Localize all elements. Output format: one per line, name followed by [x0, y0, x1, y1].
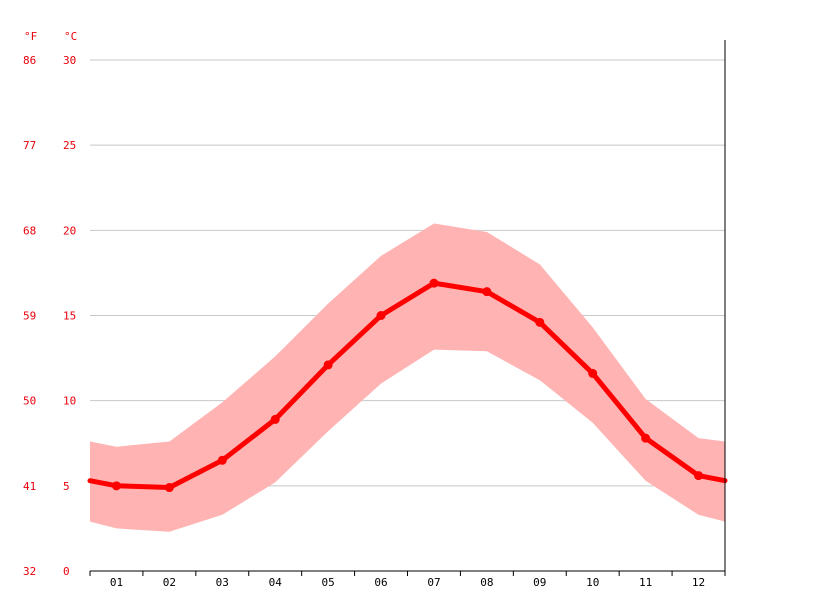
temperature-range-band — [90, 223, 725, 532]
celsius-tick-label: 0 — [63, 565, 70, 578]
fahrenheit-tick-label: 32 — [23, 565, 36, 578]
data-point — [270, 414, 280, 424]
x-tick-label: 08 — [480, 576, 493, 589]
celsius-tick-label: 10 — [63, 395, 76, 408]
x-tick-label: 05 — [322, 576, 335, 589]
fahrenheit-tick-label: 41 — [23, 480, 36, 493]
x-tick-label: 11 — [639, 576, 652, 589]
data-point — [111, 481, 121, 491]
data-point — [164, 483, 174, 493]
x-tick-label: 06 — [374, 576, 387, 589]
x-tick-label: 01 — [110, 576, 123, 589]
fahrenheit-tick-label: 50 — [23, 395, 36, 408]
data-point — [588, 368, 598, 378]
x-tick-label: 10 — [586, 576, 599, 589]
axes — [89, 40, 726, 576]
data-point — [482, 287, 492, 297]
celsius-tick-label: 30 — [63, 54, 76, 67]
average-temperature-line — [87, 280, 728, 490]
data-points — [111, 278, 704, 493]
x-tick-label: 07 — [427, 576, 440, 589]
fahrenheit-tick-label: 77 — [23, 139, 36, 152]
celsius-unit-label: °C — [64, 30, 77, 43]
data-point — [641, 433, 651, 443]
x-tick-label: 02 — [163, 576, 176, 589]
data-point — [429, 278, 439, 288]
celsius-tick-label: 20 — [63, 224, 76, 237]
x-tick-label: 12 — [692, 576, 705, 589]
celsius-tick-label: 15 — [63, 310, 76, 323]
data-point — [217, 455, 227, 465]
fahrenheit-unit-label: °F — [24, 30, 37, 43]
celsius-tick-label: 5 — [63, 480, 70, 493]
data-point — [535, 317, 545, 327]
x-tick-label: 03 — [216, 576, 229, 589]
data-point — [694, 471, 704, 481]
fahrenheit-tick-label: 68 — [23, 224, 36, 237]
tick-labels: °F °C 0 32 5 41 10 50 15 59 20 68 25 77 30 86 01 02 03 04… — [23, 30, 705, 589]
data-point — [323, 360, 333, 370]
fahrenheit-tick-label: 86 — [23, 54, 36, 67]
fahrenheit-tick-label: 59 — [23, 310, 36, 323]
x-tick-label: 04 — [269, 576, 283, 589]
data-point — [376, 311, 386, 320]
x-tick-label: 09 — [533, 576, 546, 589]
celsius-tick-label: 25 — [63, 139, 76, 152]
